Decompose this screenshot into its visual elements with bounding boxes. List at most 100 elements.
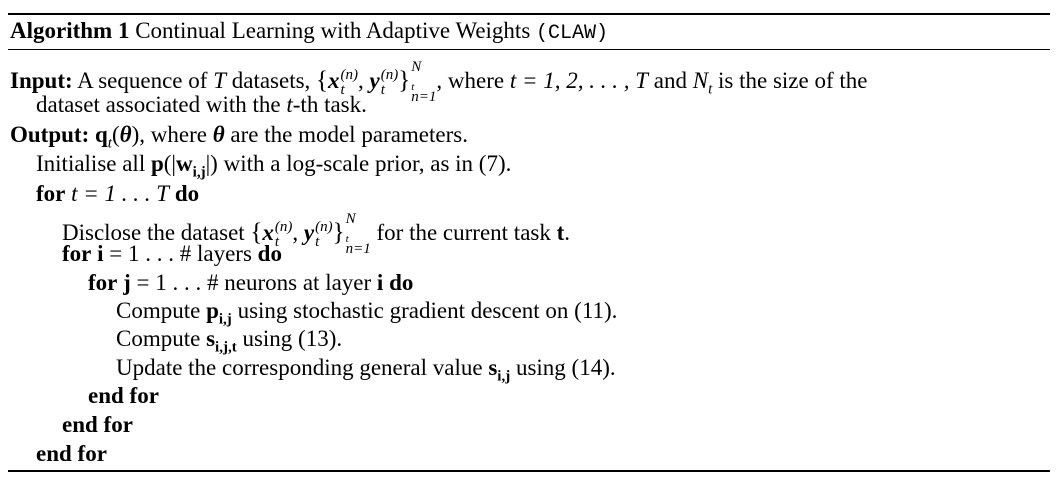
for-keyword-2: for: [62, 241, 92, 266]
t-range: t = 1, 2, . . . , T: [509, 67, 649, 93]
var-t: t: [286, 92, 293, 117]
end-for-j: end for: [88, 383, 159, 408]
sub-n-eq-1: n=1: [411, 89, 437, 105]
for-i-expr: = 1 . . . #: [109, 241, 192, 266]
var-theta-2: θ: [212, 122, 225, 147]
w-sub-ij: i,j: [192, 164, 206, 181]
var-j: j: [123, 270, 131, 295]
input-text-5: is the size of the: [718, 67, 868, 93]
top-rule: [8, 13, 1050, 15]
header-rule: [8, 49, 1050, 50]
for-i-text: layers: [197, 241, 252, 266]
sup-n-2: (n): [380, 66, 399, 83]
sup-N: N: [411, 59, 422, 75]
var-i: i: [97, 241, 104, 266]
do-keyword: do: [174, 181, 200, 206]
var-T: T: [213, 67, 226, 93]
end-for-i: end for: [62, 412, 133, 437]
input-line: Input: A sequence of T datasets, {x (n) t,…: [10, 60, 867, 105]
x-scripts-2: (n) t: [274, 218, 293, 250]
compute-s-text: using (13).: [242, 326, 343, 351]
for-j-text: neurons at layer: [224, 270, 372, 295]
input-text: A sequence of: [77, 67, 208, 93]
init-text-a: Initialise all: [36, 151, 146, 176]
compute-text: Compute: [116, 298, 201, 323]
compute-s-line: Compute si,j,t using (13).: [116, 325, 343, 356]
update-text-a: Update the corresponding general value: [116, 355, 483, 380]
y-scripts-2: (n) t: [315, 218, 333, 250]
do-keyword-3: do: [389, 270, 414, 295]
input-keyword: Input:: [10, 67, 73, 93]
algorithm-acronym: (CLAW): [536, 22, 609, 45]
for-j-line: for j = 1 . . . # neurons at layer i do: [88, 269, 413, 297]
init-line: Initialise all p(|wi,j|) with a log-scal…: [36, 151, 512, 181]
for-keyword-3: for: [88, 270, 118, 295]
update-text-b: using (14).: [515, 355, 616, 380]
var-s-ijt: s: [206, 326, 216, 351]
sup-n-4: (n): [315, 218, 333, 235]
end-for-t: end for: [36, 441, 107, 466]
do-keyword-2: do: [257, 241, 282, 266]
algorithm-label: Algorithm 1: [10, 18, 130, 43]
var-q: q: [95, 122, 108, 147]
for-t-expr: t = 1 . . . T: [71, 181, 170, 206]
var-y: y: [369, 67, 380, 93]
output-line: Output: qt(θ), where θ are the model par…: [10, 122, 468, 152]
var-task-t: t: [556, 219, 565, 245]
var-s-ij: s: [488, 355, 498, 380]
var-w: w: [176, 151, 193, 176]
output-text-1: , where: [139, 122, 207, 147]
input-text-2: datasets,: [231, 67, 311, 93]
input-line2-b: -th task.: [292, 92, 367, 117]
y-scripts: (n) t: [380, 66, 399, 98]
output-text-2: are the model parameters.: [230, 122, 468, 147]
input-line2-a: dataset associated with the: [36, 92, 281, 117]
sub-t: t: [340, 81, 345, 98]
disclose-text-a: Disclose the dataset: [62, 219, 245, 245]
compute-p-text: using stochastic gradient descent on (11…: [237, 298, 618, 323]
bottom-rule: [8, 470, 1050, 472]
xy-scripts: (n) t: [340, 66, 359, 98]
sub-t-4: t: [315, 233, 320, 250]
disclose-text-b: for the current task: [376, 219, 551, 245]
sup-n-3: (n): [274, 218, 293, 235]
sub-n-eq-1-2: n=1: [345, 241, 371, 257]
sub-t-2: t: [380, 81, 385, 98]
output-keyword: Output:: [10, 122, 90, 147]
var-N-sub: t: [708, 81, 713, 98]
var-p-ij: p: [206, 298, 219, 323]
input-text-3: , where: [436, 67, 505, 93]
input-line-2: dataset associated with the t-th task.: [36, 91, 367, 119]
var-i-2: i: [376, 270, 384, 295]
compute-text-2: Compute: [116, 326, 201, 351]
sup-n: (n): [340, 66, 359, 83]
for-keyword: for: [36, 181, 66, 206]
sup-N-sub: t: [411, 81, 415, 93]
var-x: x: [328, 67, 340, 93]
input-text-4: and: [653, 67, 687, 93]
var-N: N: [692, 67, 709, 93]
var-x-2: x: [262, 219, 274, 245]
var-theta: θ: [119, 122, 132, 147]
q-sub-t: t: [107, 135, 112, 152]
sup-N-sub-2: t: [345, 233, 349, 245]
update-line: Update the corresponding general value s…: [116, 354, 616, 385]
sup-N-2: N: [345, 211, 356, 227]
algorithm-title: Continual Learning with Adaptive Weights: [135, 18, 531, 43]
var-y-2: y: [303, 219, 315, 245]
compute-p-line: Compute pi,j using stochastic gradient d…: [116, 297, 618, 328]
var-p: p: [150, 151, 164, 176]
p-sub-ij: i,j: [218, 311, 232, 328]
s-sub-ij: i,j: [497, 368, 511, 385]
sub-t-3: t: [274, 233, 280, 250]
for-t-line: for t = 1 . . . T do: [36, 180, 199, 208]
for-j-expr: = 1 . . . #: [136, 270, 219, 295]
init-text-b: with a log-scale prior, as in (7).: [223, 151, 512, 176]
for-i-line: for i = 1 . . . # layers do: [62, 240, 282, 268]
s-sub-ijt: i,j,t: [215, 339, 237, 356]
